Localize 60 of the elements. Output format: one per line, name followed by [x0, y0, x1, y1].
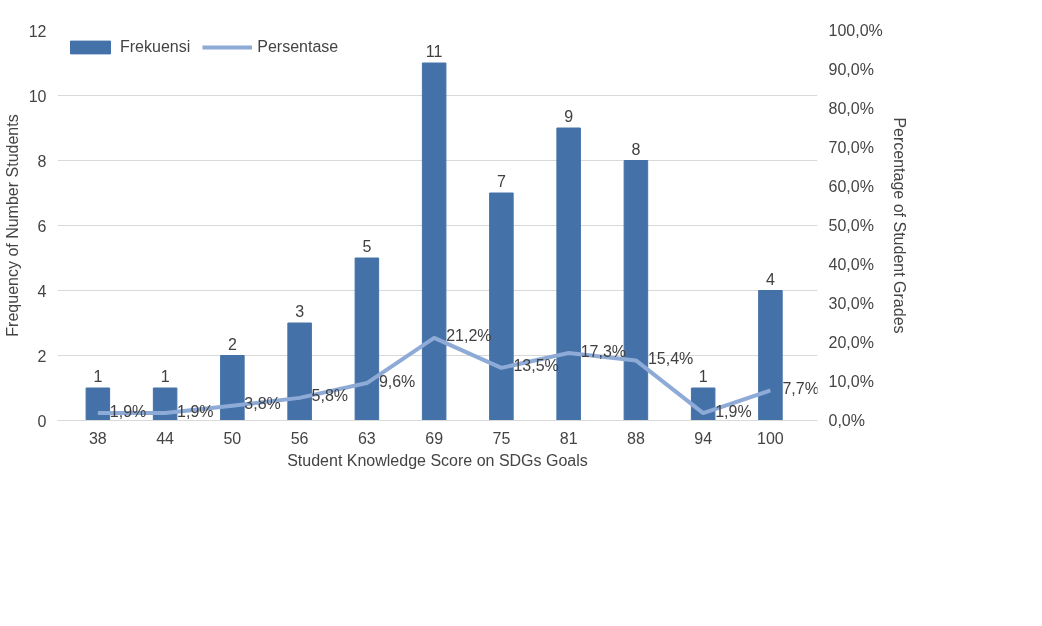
bar	[85, 387, 111, 421]
x-axis-title: Student Knowledge Score on SDGs Goals	[287, 451, 588, 469]
bar	[287, 322, 312, 421]
data-label: 5,8%	[311, 387, 349, 405]
y2-tick-label: 20,0%	[828, 334, 874, 351]
bar	[220, 355, 245, 421]
x-tick-label: 44	[156, 429, 175, 447]
data-label: 7	[496, 173, 506, 190]
y2-tick-label: 80,0%	[828, 100, 874, 117]
y2-tick-label: 0,0%	[828, 412, 865, 429]
x-tick-label: 63	[357, 429, 376, 447]
x-tick-label: 94	[694, 429, 713, 447]
bar	[354, 257, 380, 421]
x-tick-label: 75	[492, 429, 511, 447]
data-label: 15,4%	[647, 349, 694, 367]
y2-tick-label: 90,0%	[828, 61, 874, 78]
data-label: 5	[362, 238, 372, 255]
data-label: 3,8%	[244, 395, 281, 413]
data-label: 11	[425, 43, 443, 60]
y2-tick-label: 70,0%	[828, 139, 874, 156]
y-tick-label: 2	[37, 347, 47, 365]
data-label: 1,9%	[177, 402, 214, 420]
data-label: 8	[631, 140, 641, 158]
bar	[556, 127, 581, 421]
x-tick-label: 69	[425, 429, 444, 447]
x-tick-label: 100	[757, 429, 784, 447]
bar	[421, 62, 447, 421]
x-tick-label: 50	[223, 429, 242, 447]
data-label: 9	[564, 108, 574, 125]
data-label: 1	[93, 368, 103, 385]
data-label: 9,6%	[378, 372, 416, 390]
y-tick-label: 4	[37, 282, 47, 300]
y2-tick-label: 30,0%	[828, 295, 874, 312]
bar	[489, 192, 514, 421]
data-label: 4	[765, 270, 775, 288]
y2-tick-label: 60,0%	[828, 178, 874, 195]
data-label: 2	[227, 335, 237, 353]
y-tick-label: 8	[37, 152, 47, 170]
x-tick-label: 38	[88, 429, 107, 447]
y-tick-label: 10	[28, 87, 47, 105]
bar	[758, 290, 783, 421]
x-tick-label: 56	[290, 429, 309, 447]
data-label: 1	[160, 368, 170, 385]
y2-tick-label: 100,0%	[828, 22, 883, 39]
data-label: 7,7%	[782, 379, 819, 397]
x-tick-label: 81	[559, 429, 578, 447]
x-tick-label: 88	[627, 429, 645, 447]
y2-tick-label: 50,0%	[828, 217, 874, 234]
y2-tick-label: 10,0%	[828, 373, 874, 390]
y2-tick-label: 40,0%	[828, 256, 874, 273]
y-tick-label: 6	[37, 217, 47, 235]
data-label: 1	[698, 368, 708, 385]
legend-label: Persentase	[257, 38, 339, 56]
y-tick-label: 12	[28, 22, 47, 40]
legend-label: Frekuensi	[120, 38, 191, 56]
data-label: 3	[295, 303, 305, 320]
data-label: 1,9%	[715, 402, 752, 420]
y2-axis-title: Percentage of Student Grades	[890, 117, 908, 334]
y-axis-title: Frequency of Number Students	[3, 114, 21, 337]
y-tick-label: 0	[37, 412, 47, 430]
